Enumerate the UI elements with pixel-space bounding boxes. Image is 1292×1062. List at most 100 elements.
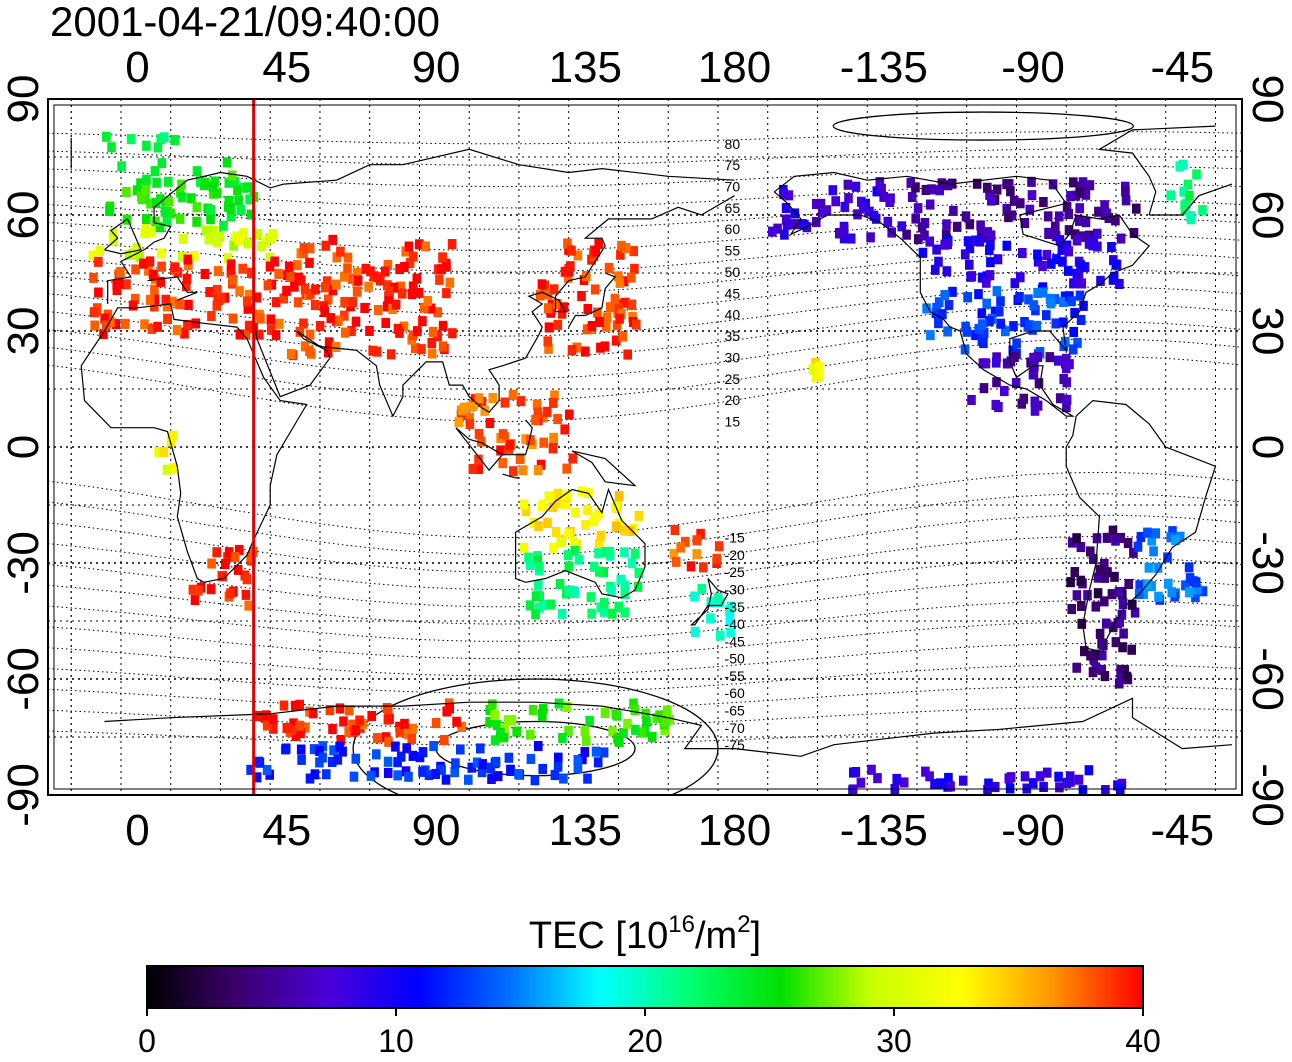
tec-cell [205, 287, 214, 298]
tec-cell [454, 416, 464, 427]
tec-cell [1132, 203, 1141, 214]
contour-label: 30 [725, 349, 741, 365]
tec-cell [1097, 664, 1107, 675]
tec-cell [1192, 169, 1201, 180]
tec-cell [1166, 532, 1175, 543]
tec-cell [563, 550, 573, 561]
tec-cell [1009, 321, 1018, 332]
tec-cell [835, 227, 844, 238]
tec-cell [699, 562, 708, 573]
tec-cell [1086, 650, 1095, 661]
tec-cell [178, 234, 188, 245]
tec-cell [553, 761, 563, 772]
tec-cell [194, 585, 203, 596]
tec-cell [537, 500, 547, 511]
tec-cell [242, 296, 252, 307]
tec-cell [614, 303, 624, 314]
tec-cell [978, 319, 987, 330]
tec-cell [1030, 396, 1040, 407]
tec-cell [714, 541, 724, 552]
tec-cell [227, 170, 237, 181]
tec-cell [485, 716, 494, 727]
tec-cell [204, 234, 214, 245]
tec-cell [361, 263, 371, 274]
coastline [502, 419, 533, 456]
tec-cell [339, 716, 348, 727]
tec-cell [1072, 590, 1082, 601]
tec-cell [1017, 398, 1026, 409]
tec-cell [1054, 771, 1063, 782]
tec-cell [1185, 573, 1195, 584]
tec-cell [1100, 596, 1109, 607]
coastline [571, 450, 637, 487]
tec-cell [404, 241, 414, 252]
tec-cell [1116, 532, 1126, 543]
tec-cell [993, 254, 1003, 265]
tec-cell [178, 251, 187, 262]
tec-cell [773, 223, 782, 234]
tec-cell [629, 246, 638, 257]
tec-cell [780, 229, 789, 240]
tec-cell [840, 201, 850, 212]
tec-cell [938, 309, 947, 320]
contour-label: -25 [725, 564, 745, 580]
tec-cell [102, 131, 111, 142]
tec-cell [1029, 778, 1038, 789]
tec-cell [266, 314, 276, 325]
tec-cell [318, 752, 327, 763]
tec-cell [90, 320, 99, 331]
tec-cell [299, 318, 308, 329]
colorbar-tick-label: 20 [627, 1023, 663, 1057]
tec-cell [438, 320, 448, 331]
tec-cell [812, 198, 821, 209]
top-lon-tick-label: 0 [125, 43, 149, 92]
tec-cell [631, 724, 640, 735]
tec-cell [395, 721, 404, 732]
tec-cell [725, 605, 734, 616]
tec-cell [331, 341, 341, 352]
tec-cell [156, 248, 166, 259]
tec-cell [611, 709, 621, 720]
tec-cell [504, 752, 514, 763]
tec-cell [465, 412, 474, 423]
tec-cell [245, 194, 254, 205]
tec-cell [351, 725, 361, 736]
tec-cell [112, 285, 122, 296]
tec-cell [488, 393, 497, 404]
tec-cell [412, 273, 422, 284]
tec-cell [168, 463, 178, 474]
tec-cell [593, 757, 603, 768]
tec-cell [1093, 572, 1103, 583]
tec-cell [963, 292, 973, 303]
tec-cell [676, 542, 685, 553]
tec-cell [560, 499, 570, 510]
tec-cell [918, 247, 928, 258]
mag-lat-contour [48, 303, 1242, 359]
tec-cell [1066, 190, 1075, 201]
tec-cell [844, 193, 853, 204]
tec-cell [396, 281, 405, 292]
tec-cell [572, 342, 582, 353]
tec-cell [182, 273, 192, 284]
tec-cell [530, 775, 540, 786]
tec-cell [1118, 599, 1128, 610]
tec-cell [563, 238, 572, 249]
tec-cell [1033, 256, 1043, 267]
tec-cell [591, 246, 601, 257]
bottom-lon-tick-label: 135 [549, 806, 622, 855]
tec-cell [391, 299, 401, 310]
left-latitude-axis: 90 60 30 0 -30 -60 -90 [0, 75, 48, 827]
tec-cell [299, 243, 309, 254]
coastline [336, 148, 735, 181]
tec-cell [343, 263, 352, 274]
tec-cell [381, 317, 390, 328]
tec-cell [437, 764, 446, 775]
contour-label: 50 [725, 264, 741, 280]
tec-cell [402, 743, 411, 754]
tec-cell [122, 279, 131, 290]
tec-cell [535, 562, 544, 573]
tec-cell [1005, 783, 1015, 794]
tec-cell [1029, 369, 1039, 380]
tec-cell [275, 318, 284, 329]
tec-cell [822, 205, 832, 216]
